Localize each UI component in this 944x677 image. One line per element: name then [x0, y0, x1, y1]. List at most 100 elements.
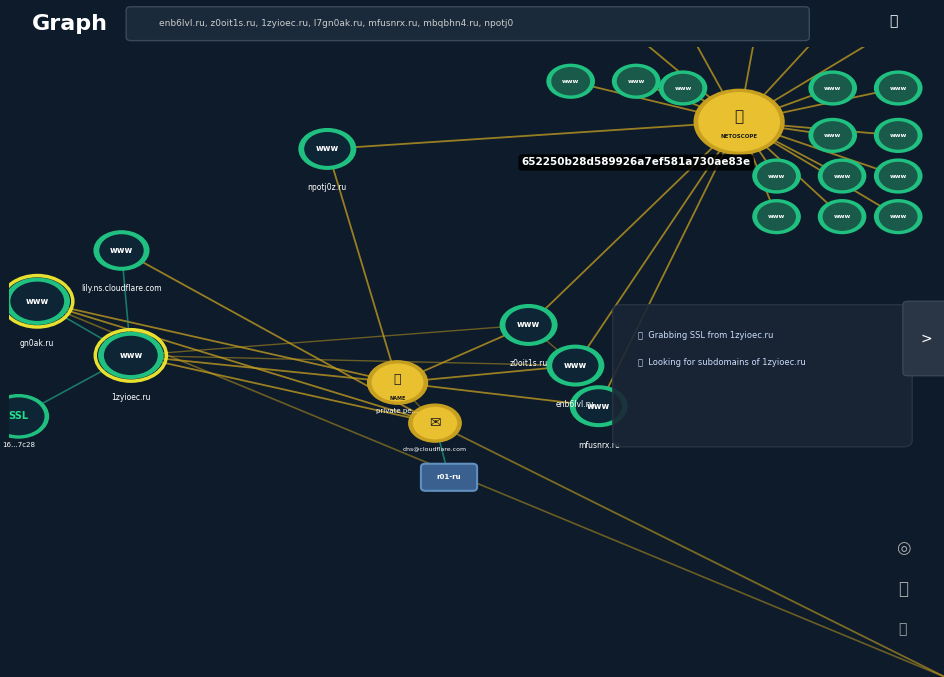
Circle shape [367, 361, 427, 404]
Text: www: www [888, 214, 906, 219]
Circle shape [751, 199, 800, 234]
Circle shape [576, 390, 620, 422]
Text: www: www [833, 173, 850, 179]
Circle shape [813, 74, 851, 102]
Text: 👤: 👤 [394, 372, 401, 386]
Circle shape [813, 122, 851, 149]
Circle shape [372, 364, 422, 401]
Circle shape [305, 133, 349, 165]
Text: www: www [315, 144, 339, 154]
Circle shape [546, 64, 595, 99]
Text: www: www [608, 18, 626, 23]
Circle shape [807, 3, 856, 38]
Text: gn0ak.ru: gn0ak.ru [20, 338, 55, 347]
Circle shape [100, 235, 143, 266]
Circle shape [658, 3, 706, 38]
FancyBboxPatch shape [420, 464, 477, 491]
Text: www: www [749, 18, 766, 23]
Circle shape [817, 199, 866, 234]
Circle shape [873, 158, 921, 194]
Text: enb6lvl.ru, z0oit1s.ru, 1zyioec.ru, l7gn0ak.ru, mfusnrx.ru, mbqbhn4.ru, npotj0: enb6lvl.ru, z0oit1s.ru, 1zyioec.ru, l7gn… [159, 19, 513, 28]
FancyBboxPatch shape [902, 301, 944, 376]
Circle shape [593, 3, 641, 38]
Text: >: > [919, 332, 931, 345]
Circle shape [873, 118, 921, 153]
Text: r01-ru: r01-ru [436, 475, 461, 480]
Circle shape [93, 230, 149, 271]
Text: ⓘ  Looking for subdomains of 1zyioec.ru: ⓘ Looking for subdomains of 1zyioec.ru [637, 357, 805, 367]
Circle shape [0, 395, 48, 438]
Circle shape [813, 7, 851, 34]
Circle shape [888, 7, 925, 34]
Text: SSL: SSL [8, 412, 28, 421]
Text: lily.ns.cloudflare.com: lily.ns.cloudflare.com [81, 284, 161, 293]
Circle shape [105, 336, 157, 374]
Text: www: www [888, 173, 906, 179]
Text: 1zyioec.ru: 1zyioec.ru [111, 393, 150, 401]
Text: www: www [627, 79, 644, 84]
Circle shape [817, 158, 866, 194]
Circle shape [879, 203, 916, 230]
Circle shape [879, 162, 916, 190]
Circle shape [298, 128, 356, 170]
Circle shape [757, 162, 795, 190]
Circle shape [98, 332, 163, 379]
Circle shape [658, 70, 706, 106]
FancyBboxPatch shape [126, 7, 808, 41]
Circle shape [807, 70, 856, 106]
Text: www: www [110, 246, 133, 255]
Text: www: www [888, 85, 906, 91]
FancyBboxPatch shape [9, 0, 944, 47]
Text: NAME: NAME [389, 396, 405, 401]
Circle shape [694, 89, 784, 154]
Text: www: www [823, 18, 840, 23]
Text: www: www [898, 18, 916, 23]
Text: private pe...: private pe... [376, 408, 418, 414]
Circle shape [11, 282, 63, 320]
Text: www: www [823, 133, 840, 138]
Circle shape [873, 70, 921, 106]
Circle shape [5, 278, 70, 325]
Circle shape [822, 203, 860, 230]
Text: ◎: ◎ [895, 540, 909, 557]
Circle shape [751, 158, 800, 194]
Text: www: www [25, 297, 49, 306]
Circle shape [506, 309, 550, 341]
Text: 652250b28d589926a7ef581a730ae83e: 652250b28d589926a7ef581a730ae83e [521, 158, 750, 167]
Circle shape [499, 304, 557, 346]
Circle shape [546, 345, 604, 387]
Text: www: www [516, 320, 540, 330]
FancyBboxPatch shape [612, 305, 911, 447]
Text: mfusnrx.ru: mfusnrx.ru [577, 441, 619, 450]
Circle shape [879, 74, 916, 102]
Circle shape [664, 74, 701, 102]
Text: www: www [674, 85, 691, 91]
Circle shape [611, 64, 660, 99]
Circle shape [883, 3, 931, 38]
Text: www: www [562, 79, 579, 84]
Text: www: www [823, 85, 840, 91]
Text: 📷: 📷 [898, 623, 906, 636]
Text: www: www [833, 214, 850, 219]
Text: z0oit1s.ru: z0oit1s.ru [509, 359, 548, 368]
Text: dns@cloudflare.com: dns@cloudflare.com [402, 446, 466, 452]
Circle shape [757, 203, 795, 230]
Text: www: www [564, 361, 586, 370]
Text: ✉: ✉ [429, 416, 440, 430]
Circle shape [699, 93, 779, 151]
Text: 16...7c28: 16...7c28 [2, 442, 35, 447]
Circle shape [413, 408, 456, 439]
Circle shape [409, 404, 461, 442]
Text: NETOSCOPE: NETOSCOPE [719, 134, 757, 139]
Text: enb6lvl.ru: enb6lvl.ru [555, 400, 594, 409]
Circle shape [0, 398, 43, 435]
Circle shape [569, 385, 627, 427]
Circle shape [873, 199, 921, 234]
Text: 📋: 📋 [733, 109, 743, 124]
Circle shape [598, 7, 635, 34]
Text: ⓘ  Grabbing SSL from 1zyioec.ru: ⓘ Grabbing SSL from 1zyioec.ru [637, 330, 772, 340]
Text: www: www [586, 401, 610, 411]
Text: www: www [674, 18, 691, 23]
Text: www: www [767, 173, 784, 179]
Circle shape [807, 118, 856, 153]
